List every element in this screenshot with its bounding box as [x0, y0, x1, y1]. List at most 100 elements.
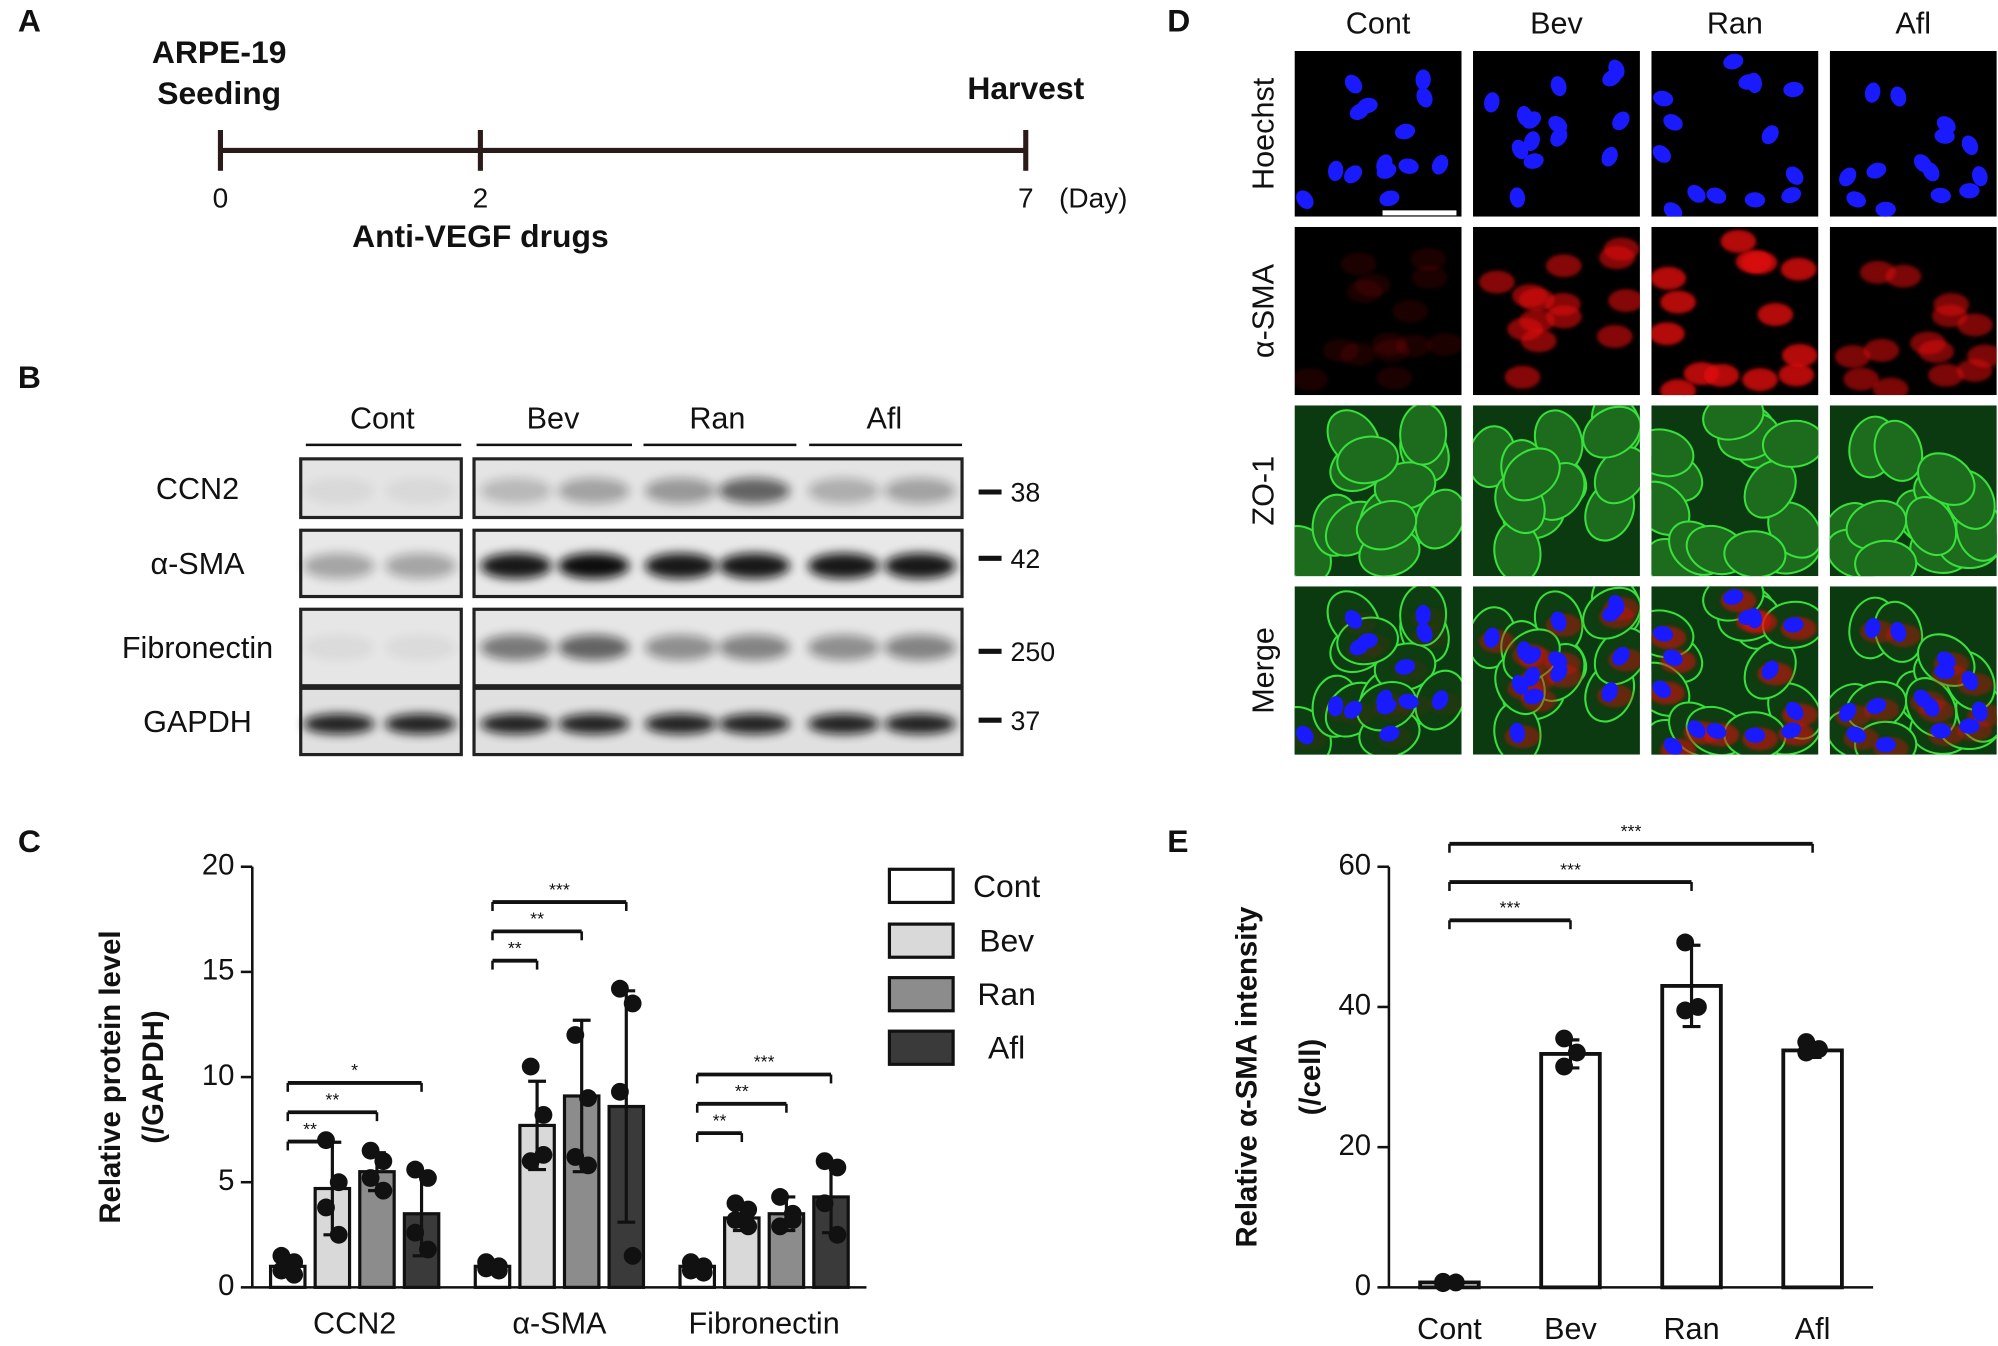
data-point	[828, 1158, 847, 1177]
nucleus	[1839, 702, 1857, 722]
x-tick-label: α-SMA	[512, 1307, 607, 1341]
legend-swatch	[887, 1029, 955, 1066]
actin	[1957, 313, 1993, 337]
nucleus	[1864, 82, 1881, 103]
y-tick-label: 0	[218, 1269, 234, 1302]
data-point	[329, 1225, 348, 1244]
significance-label: **	[508, 938, 522, 958]
data-point	[739, 1217, 758, 1236]
legend-label: Bev	[979, 923, 1034, 959]
column-label: Cont	[1346, 7, 1411, 41]
blot-band	[718, 713, 791, 735]
legend-label: Ran	[977, 976, 1035, 1012]
significance-label: **	[303, 1119, 317, 1139]
nucleus	[1785, 166, 1804, 185]
actin	[1967, 344, 1997, 368]
nucleus	[1922, 697, 1940, 717]
nucleus	[1781, 722, 1802, 739]
cell-border	[1702, 405, 1765, 441]
y-tick-label: 10	[202, 1059, 235, 1092]
nucleus	[1930, 187, 1951, 204]
cell-border	[1905, 496, 1958, 556]
actin	[1843, 367, 1880, 391]
nucleus	[1653, 626, 1674, 642]
blot-band	[644, 477, 717, 504]
nucleus	[1523, 666, 1540, 687]
cell-border	[1582, 405, 1640, 459]
nucleus	[1416, 87, 1433, 108]
actin	[1608, 289, 1640, 313]
nucleus	[1652, 680, 1671, 699]
cell-border	[1854, 539, 1918, 577]
treatment-label: Anti-VEGF drugs	[352, 218, 609, 254]
blot-band	[807, 634, 880, 661]
nucleus	[1761, 660, 1779, 680]
y-tick-label: 20	[202, 848, 235, 881]
actin	[1872, 377, 1909, 396]
actin	[1507, 317, 1543, 341]
actin	[1427, 332, 1462, 356]
nucleus	[1663, 737, 1683, 755]
nucleus	[1379, 725, 1400, 742]
nucleus	[1761, 125, 1779, 145]
data-point	[329, 1173, 348, 1192]
significance-label: **	[735, 1081, 749, 1101]
nucleus	[1612, 111, 1630, 131]
nucleus	[1738, 609, 1759, 626]
micrograph	[1829, 405, 1997, 577]
blot-band	[480, 634, 552, 661]
blot-band	[303, 634, 375, 661]
panel-label: B	[18, 359, 41, 395]
blot-band	[303, 477, 375, 504]
cell-border	[1917, 452, 1976, 506]
data-point	[828, 1225, 847, 1244]
nucleus	[1875, 737, 1896, 753]
nucleus	[1523, 688, 1544, 705]
significance-label: ***	[1560, 859, 1581, 879]
row-label: α-SMA	[1246, 263, 1280, 358]
actin	[1918, 339, 1955, 363]
micrograph	[1473, 405, 1640, 577]
cell-border	[1723, 530, 1787, 577]
nucleus	[1744, 727, 1766, 743]
x-tick-label: Bev	[1544, 1312, 1597, 1346]
micrograph	[1473, 586, 1640, 755]
row-label: Hoechst	[1246, 77, 1280, 190]
significance-label: ***	[1500, 898, 1521, 918]
cell-border	[1873, 419, 1924, 482]
micrograph	[1294, 586, 1462, 755]
legend-swatch	[887, 922, 955, 959]
data-point	[815, 1194, 834, 1213]
data-point	[566, 1026, 585, 1044]
data-point	[566, 1148, 585, 1166]
nucleus	[1415, 69, 1431, 90]
row-label: CCN2	[156, 472, 239, 506]
nucleus	[1344, 165, 1363, 184]
nucleus	[1431, 690, 1449, 710]
actin	[1410, 247, 1447, 271]
actin	[1781, 343, 1818, 367]
data-point	[579, 1089, 597, 1108]
nucleus	[1922, 162, 1940, 182]
data-point	[610, 979, 629, 998]
row-label: Fibronectin	[122, 631, 273, 665]
actin	[1928, 363, 1964, 387]
nucleus	[1601, 146, 1618, 167]
micrograph	[1651, 226, 1819, 396]
timeline-tick-label: 7	[1018, 183, 1034, 214]
data-point	[534, 1105, 553, 1124]
row-label: α-SMA	[150, 547, 245, 581]
nucleus	[1961, 670, 1979, 691]
data-point	[406, 1160, 425, 1179]
nucleus	[1523, 153, 1544, 169]
nucleus	[1509, 187, 1526, 208]
nucleus	[1344, 74, 1363, 94]
nucleus	[1663, 114, 1683, 131]
cell-border	[1336, 435, 1399, 485]
micrograph	[1829, 50, 1997, 217]
actin	[1596, 324, 1633, 348]
marker-label: 38	[1010, 478, 1040, 508]
data-point	[739, 1200, 758, 1219]
actin	[1599, 246, 1635, 270]
cell-border	[1414, 488, 1462, 550]
